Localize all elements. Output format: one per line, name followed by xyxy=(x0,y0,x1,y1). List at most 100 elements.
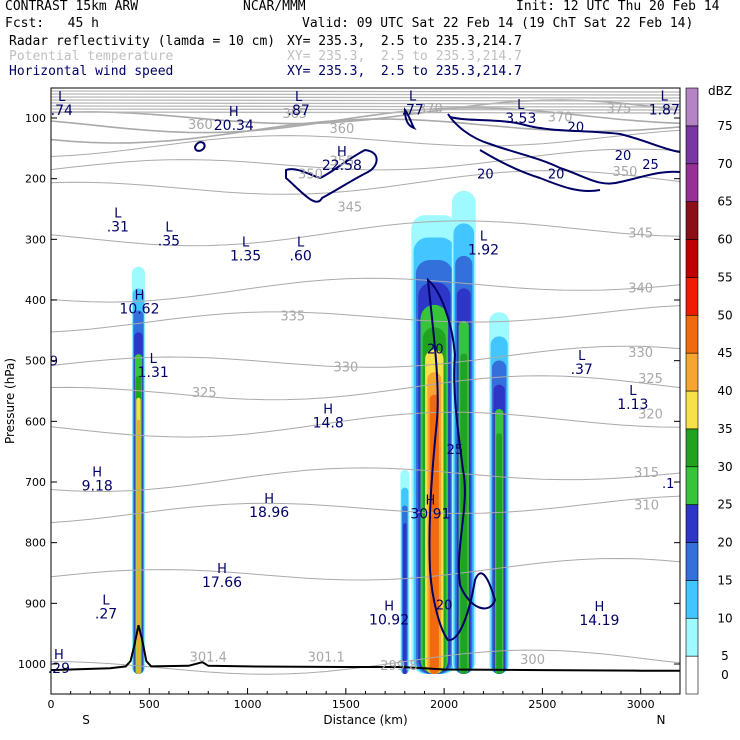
theta-top-contour xyxy=(51,108,680,111)
y-tick-label: 1000 xyxy=(18,658,46,671)
colorbar-swatch-25 xyxy=(685,466,699,505)
theta-label: 345 xyxy=(628,227,653,242)
extremum-type: H xyxy=(323,402,333,417)
y-tick-label: 200 xyxy=(25,173,46,186)
theta-top-contour xyxy=(51,99,680,102)
edge-label: .1 xyxy=(662,477,674,492)
x-tick-label: 0 xyxy=(48,698,55,711)
colorbar-swatch-10 xyxy=(685,580,699,619)
extremum-type: L xyxy=(409,89,417,104)
extremum-value: 14.19 xyxy=(579,613,619,629)
extremum-type: H xyxy=(54,648,64,663)
wind-contour-1 xyxy=(285,148,378,203)
terrain-line xyxy=(51,624,680,672)
theta-label: 300 xyxy=(520,653,545,668)
forecast-hour: Fcst: 45 h xyxy=(5,16,99,31)
theta-label: 330 xyxy=(628,346,653,361)
colorbar-swatch-50 xyxy=(685,277,699,316)
x-tick-label: 500 xyxy=(139,698,160,711)
colorbar-label: 50 xyxy=(717,308,732,322)
theta-label: 340 xyxy=(628,282,653,297)
theta-contour-305 xyxy=(51,557,680,581)
extremum-type: L xyxy=(242,236,250,251)
theta-contour-355 xyxy=(51,148,680,171)
theta-label: 370 xyxy=(418,102,443,117)
theta-contour-345 xyxy=(51,220,680,247)
theta-top-contour xyxy=(51,105,680,108)
theta-contour-340 xyxy=(51,277,680,303)
extremum-type: H xyxy=(264,492,274,507)
extremum-type: L xyxy=(150,352,158,367)
extremum-type: H xyxy=(229,105,239,120)
theta-contour-335 xyxy=(51,305,680,333)
field2-name: Potential temperature xyxy=(9,49,174,64)
theta-top-contour xyxy=(51,102,680,105)
colorbar-label: 25 xyxy=(717,498,732,512)
extremum-value: .31 xyxy=(107,219,129,235)
theta-label: 375 xyxy=(607,102,632,117)
colorbar-label: 40 xyxy=(717,384,732,398)
extremum-type: L xyxy=(295,90,303,105)
y-axis-label: Pressure (hPa) xyxy=(3,358,17,444)
theta-label: 330 xyxy=(333,361,358,376)
extremum-value: .74 xyxy=(51,103,73,119)
theta-contour-370 xyxy=(51,106,680,134)
theta-contour-360 xyxy=(51,129,680,157)
theta-top-contour xyxy=(51,96,680,99)
extremum-value: .29 xyxy=(48,661,70,677)
x-tick-label: 2000 xyxy=(430,698,458,711)
colorbar-swatch-70 xyxy=(685,125,699,165)
colorbar-unit: dBZ xyxy=(708,84,732,98)
extremum-value: .37 xyxy=(571,362,593,378)
extremum-value: 1.13 xyxy=(617,397,648,413)
extremum-type: L xyxy=(102,594,110,609)
reflectivity-cell-4-level-6 xyxy=(496,433,503,674)
extremum-value: 1.92 xyxy=(468,243,499,259)
theta-top-contour xyxy=(51,90,680,93)
theta-contour-320 xyxy=(51,411,680,438)
theta-label: 365 xyxy=(282,107,307,122)
theta-label: 360 xyxy=(329,122,354,137)
extremum-type: L xyxy=(629,384,637,399)
extremum-value: 22.58 xyxy=(322,158,362,174)
theta-label: 301.4 xyxy=(190,651,227,666)
theta-contour-330 xyxy=(51,345,680,368)
colorbar-label: 5 xyxy=(721,649,729,663)
y-tick-label: 900 xyxy=(25,597,46,610)
theta-label: 335 xyxy=(280,310,305,325)
theta-label: 370 xyxy=(548,111,573,126)
theta-label: 345 xyxy=(337,200,362,215)
x-tick-label: 2500 xyxy=(528,698,556,711)
extremum-type: L xyxy=(58,90,66,105)
extremum-type: L xyxy=(517,98,525,113)
extremum-value: 10.92 xyxy=(369,613,409,629)
extremum-type: H xyxy=(92,465,102,480)
colorbar-label: 45 xyxy=(717,346,732,360)
field3-name: Horizontal wind speed xyxy=(9,64,174,79)
x-tick-label: 1000 xyxy=(234,698,262,711)
colorbar-label: 60 xyxy=(717,233,732,247)
theta-label: 301.1 xyxy=(308,651,345,666)
north-label: N xyxy=(657,713,666,727)
theta-label: 315 xyxy=(634,466,659,481)
wind-contour-label: 20 xyxy=(477,168,494,183)
extremum-value: 10.62 xyxy=(119,301,159,317)
south-label: S xyxy=(82,713,90,727)
theta-label: 325 xyxy=(192,386,217,401)
extremum-type: H xyxy=(217,562,227,577)
extremum-type: H xyxy=(425,493,435,508)
colorbar-label: 15 xyxy=(717,573,732,587)
y-tick-label: 500 xyxy=(25,355,46,368)
theta-label: 360 xyxy=(188,118,213,133)
extremum-value: 3.53 xyxy=(505,111,536,127)
y-tick-label: 100 xyxy=(25,112,46,125)
theta-label: 350 xyxy=(298,168,323,183)
theta-label: 350 xyxy=(613,165,638,180)
wind-contour-5 xyxy=(479,149,601,192)
theta-top-contour xyxy=(51,111,680,114)
wind-contour-6 xyxy=(426,277,497,641)
colorbar-swatch-45 xyxy=(685,314,699,354)
colorbar-label: 35 xyxy=(717,422,732,436)
colorbar-swatch-20 xyxy=(685,504,699,543)
